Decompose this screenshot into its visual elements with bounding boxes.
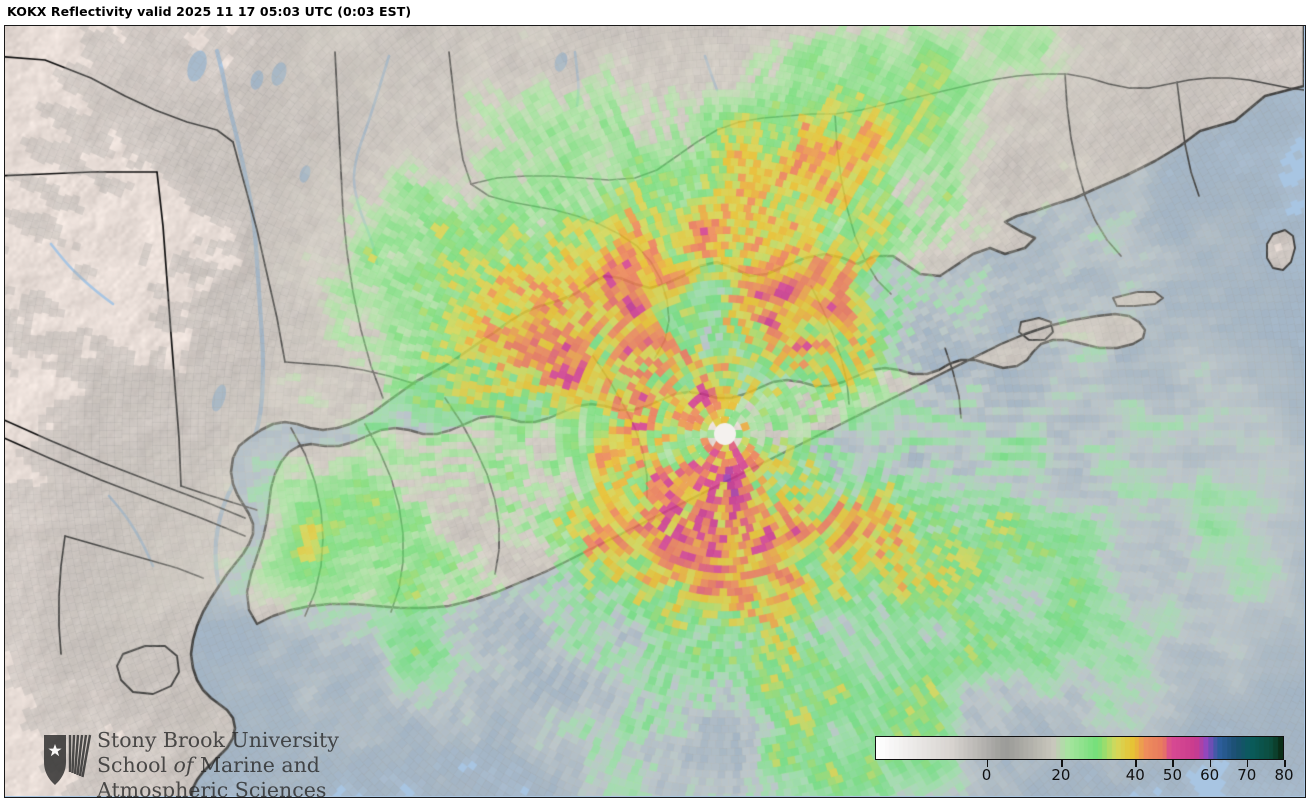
colorbar-tick-80 [1284,760,1286,767]
page-title: KOKX Reflectivity valid 2025 11 17 05:03… [7,4,412,19]
logo-line-school: School of Marine and [97,753,320,778]
colorbar-tick-60 [1209,760,1212,767]
logo-line-university: Stony Brook University [97,728,339,752]
logo-school-post: Marine and [193,753,320,777]
colorbar-gradient [875,736,1284,760]
colorbar-tick-50 [1172,760,1175,767]
stony-brook-shield [44,734,92,785]
colorbar-label-0: 0 [981,766,992,784]
reflectivity-layer [5,26,1304,796]
colorbar-tick-70 [1246,760,1249,767]
colorbar-label-40: 40 [1125,766,1145,784]
colorbar-tick-0 [986,760,989,767]
title-bar: KOKX Reflectivity valid 2025 11 17 05:03… [0,0,1316,25]
reflectivity-colorbar[interactable]: 0 20 40 50 60 70 80 [871,733,1294,793]
colorbar-label-80: 80 [1274,766,1294,784]
stony-brook-wordmark: Stony Brook University School of Marine … [97,728,339,798]
stony-brook-logo: Stony Brook University School of Marine … [41,728,339,798]
logo-school-pre: School [97,753,174,777]
radar-map[interactable]: Stony Brook University School of Marine … [4,25,1306,798]
colorbar-tick-40 [1135,760,1137,767]
colorbar-label-50: 50 [1162,766,1182,784]
colorbar-label-70: 70 [1237,766,1257,784]
logo-school-of: of [173,753,194,777]
colorbar-label-60: 60 [1200,766,1220,784]
colorbar-label-20: 20 [1051,766,1071,784]
logo-line-sciences: Atmospheric Sciences [97,778,327,798]
colorbar-tick-marks [875,760,1286,767]
colorbar-tick-20 [1060,760,1063,767]
